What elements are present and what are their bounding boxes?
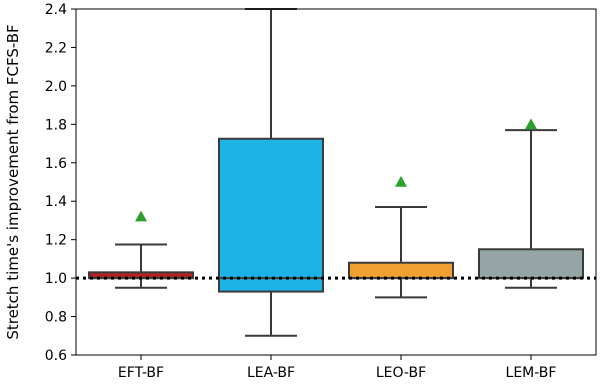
y-tick-label: 1.0 xyxy=(45,271,67,287)
means-layer xyxy=(135,118,537,222)
box-lea-bf xyxy=(218,8,324,337)
y-tick-label: 1.2 xyxy=(45,233,67,249)
y-tick-label: 2.0 xyxy=(45,79,67,95)
box-eft-bf xyxy=(88,243,194,289)
y-tick-label: 1.4 xyxy=(45,194,67,210)
plot-area-frame xyxy=(75,8,597,356)
box-lem-bf xyxy=(478,129,584,289)
y-axis-title: Stretch time's improvement from FCFS-BF xyxy=(4,24,22,339)
box-body xyxy=(478,248,584,280)
y-tick-label: 2.4 xyxy=(45,2,67,18)
y-tick-label: 0.6 xyxy=(45,348,67,364)
y-tick-label: 0.8 xyxy=(45,310,67,326)
y-tick-label: 2.2 xyxy=(45,40,67,56)
y-tick-label: 1.6 xyxy=(45,156,67,172)
x-tick-label: LEM-BF xyxy=(506,365,557,381)
mean-marker-lem-bf xyxy=(525,118,537,130)
x-tick-label: LEA-BF xyxy=(247,365,295,381)
x-tick-label: EFT-BF xyxy=(118,365,164,381)
y-axis: 0.6 0.8 1.0 1.2 1.4 1.6 1.8 2.0 2.2 2.4 xyxy=(45,2,76,364)
box-body xyxy=(218,137,324,293)
mean-marker-leo-bf xyxy=(395,176,407,187)
box-leo-bf xyxy=(348,205,454,299)
box-body xyxy=(348,261,454,280)
x-tick-label: LEO-BF xyxy=(376,365,426,381)
x-axis: EFT-BF LEA-BF LEO-BF LEM-BF xyxy=(118,355,557,381)
boxes-layer xyxy=(88,8,584,337)
mean-marker-eft-bf xyxy=(135,210,147,222)
y-tick-label: 1.8 xyxy=(45,117,67,133)
